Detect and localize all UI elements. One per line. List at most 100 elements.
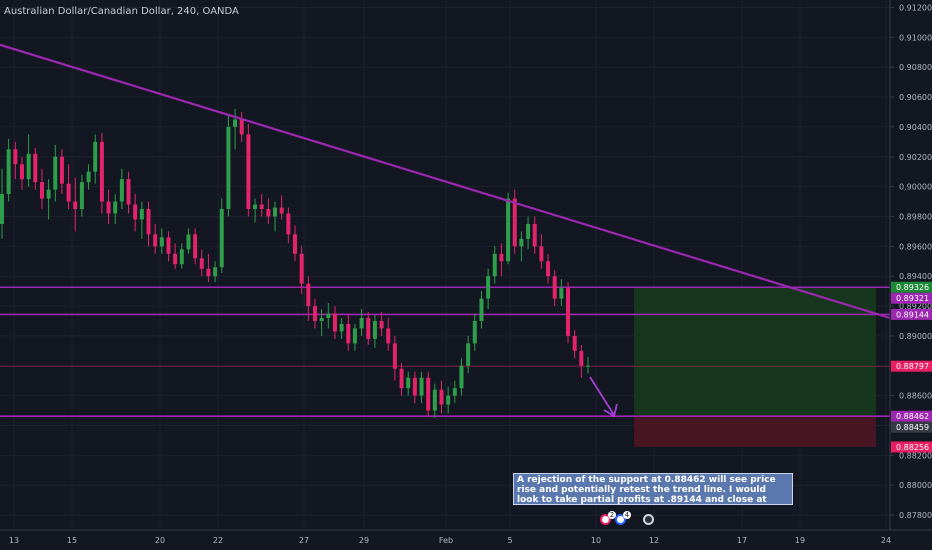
candle-body [226, 126, 231, 210]
price-tags: 0.89326 0.89321 0.89144 0.88797 0.88462 0.884… [891, 281, 932, 453]
time-axis[interactable] [0, 530, 932, 550]
candle-body [0, 194, 4, 224]
candle-body [273, 207, 278, 217]
candle-body [106, 201, 111, 214]
candle-body [146, 209, 151, 235]
candle-body [53, 156, 58, 190]
candle-body [486, 276, 491, 299]
candle-body [332, 313, 337, 332]
candle-body [532, 223, 537, 247]
trend-line[interactable] [0, 43, 891, 320]
price-tick-label: 0.88000 [899, 481, 932, 490]
time-tick-label: 24 [881, 536, 891, 545]
candle-body [512, 198, 517, 247]
candle-body [586, 365, 590, 367]
candle-body [253, 204, 258, 210]
price-tick-label: 0.90200 [899, 153, 932, 162]
candle-body [99, 141, 104, 202]
price-tag-label: 0.89326 [896, 283, 929, 292]
loss-zone[interactable] [634, 416, 876, 447]
candle-body [199, 258, 204, 269]
price-tick-label: 0.89200 [899, 302, 932, 311]
candle-body [153, 234, 158, 247]
candle-body [33, 153, 38, 183]
time-tick-label: 5 [507, 536, 512, 545]
candle-body [506, 198, 511, 262]
candle-body [66, 183, 71, 202]
price-tick-label: 0.88600 [899, 392, 932, 401]
price-tick-label: 0.90600 [899, 93, 932, 102]
candle-body [39, 182, 44, 199]
calendar-event-icon[interactable]: 4 [615, 511, 631, 525]
candle-body [119, 179, 124, 202]
calendar-event-icon[interactable]: 2 [600, 511, 616, 525]
candle-body [366, 318, 371, 339]
candle-body [412, 377, 417, 396]
candle-body [326, 313, 331, 318]
projection-arrow[interactable] [589, 376, 618, 418]
candle-body [239, 119, 244, 135]
time-tick-label: 22 [213, 536, 223, 545]
candle-body [233, 119, 238, 127]
time-tick-label: 29 [359, 536, 369, 545]
candle-body [219, 209, 224, 268]
profit-zone[interactable] [634, 287, 876, 417]
time-tick-label: 10 [591, 536, 601, 545]
long-position-tool[interactable] [634, 287, 876, 447]
plot-background [0, 0, 890, 530]
event-badge: 2 [608, 511, 616, 519]
price-tick-label: 0.90800 [899, 63, 932, 72]
candle-body [432, 389, 437, 411]
time-tick-label: 15 [67, 536, 77, 545]
chart-title: Australian Dollar/Canadian Dollar, 240, … [4, 6, 239, 17]
candle-body [372, 320, 377, 339]
price-tag [891, 360, 932, 372]
candle-body [539, 246, 544, 262]
candle-body [266, 209, 271, 217]
price-tick-label: 0.87800 [899, 511, 932, 520]
event-badge: 4 [623, 511, 631, 519]
candle-body [293, 234, 297, 254]
candle-body [419, 377, 424, 396]
candle-body [519, 238, 524, 247]
globe-event-icon[interactable] [643, 514, 654, 525]
candle-body [139, 209, 144, 220]
candle-body [299, 253, 304, 284]
price-tag [891, 441, 932, 453]
candle-body [479, 298, 484, 321]
price-tag-label: 0.88797 [896, 362, 929, 371]
price-tick-label: 0.89000 [899, 332, 932, 341]
candle-body [406, 377, 411, 389]
price-tick-label: 0.91000 [899, 33, 932, 42]
candle-body [126, 179, 131, 205]
price-tag-label: 0.88256 [896, 443, 929, 452]
candle-body [559, 288, 564, 299]
candle-body [73, 201, 78, 210]
candle-body [166, 237, 171, 254]
price-tag-label: 0.88462 [896, 412, 929, 421]
horizontal-lines[interactable] [0, 286, 890, 418]
candle-body [492, 253, 497, 277]
price-tag [891, 421, 932, 433]
candle-body [113, 201, 118, 214]
candle-body [579, 350, 584, 366]
candle-body [19, 164, 24, 180]
price-tag [891, 410, 932, 422]
candle-body [346, 323, 351, 344]
price-tick-label: 0.89600 [899, 242, 932, 251]
analysis-note[interactable]: A rejection of the support at 0.88462 wi… [513, 473, 793, 505]
candle-body [472, 320, 477, 344]
candle-body [446, 395, 451, 405]
candle-body [93, 141, 98, 172]
candle-body [279, 207, 284, 214]
candle-body [306, 283, 311, 307]
time-tick-label: 17 [737, 536, 747, 545]
price-tick-label: 0.90400 [899, 123, 932, 132]
time-tick-label: Feb [439, 536, 453, 545]
candle-body [86, 171, 91, 183]
candle-body [399, 368, 404, 389]
candle-body [312, 306, 317, 321]
candle-body [133, 204, 138, 220]
time-tick-label: 27 [299, 536, 309, 545]
